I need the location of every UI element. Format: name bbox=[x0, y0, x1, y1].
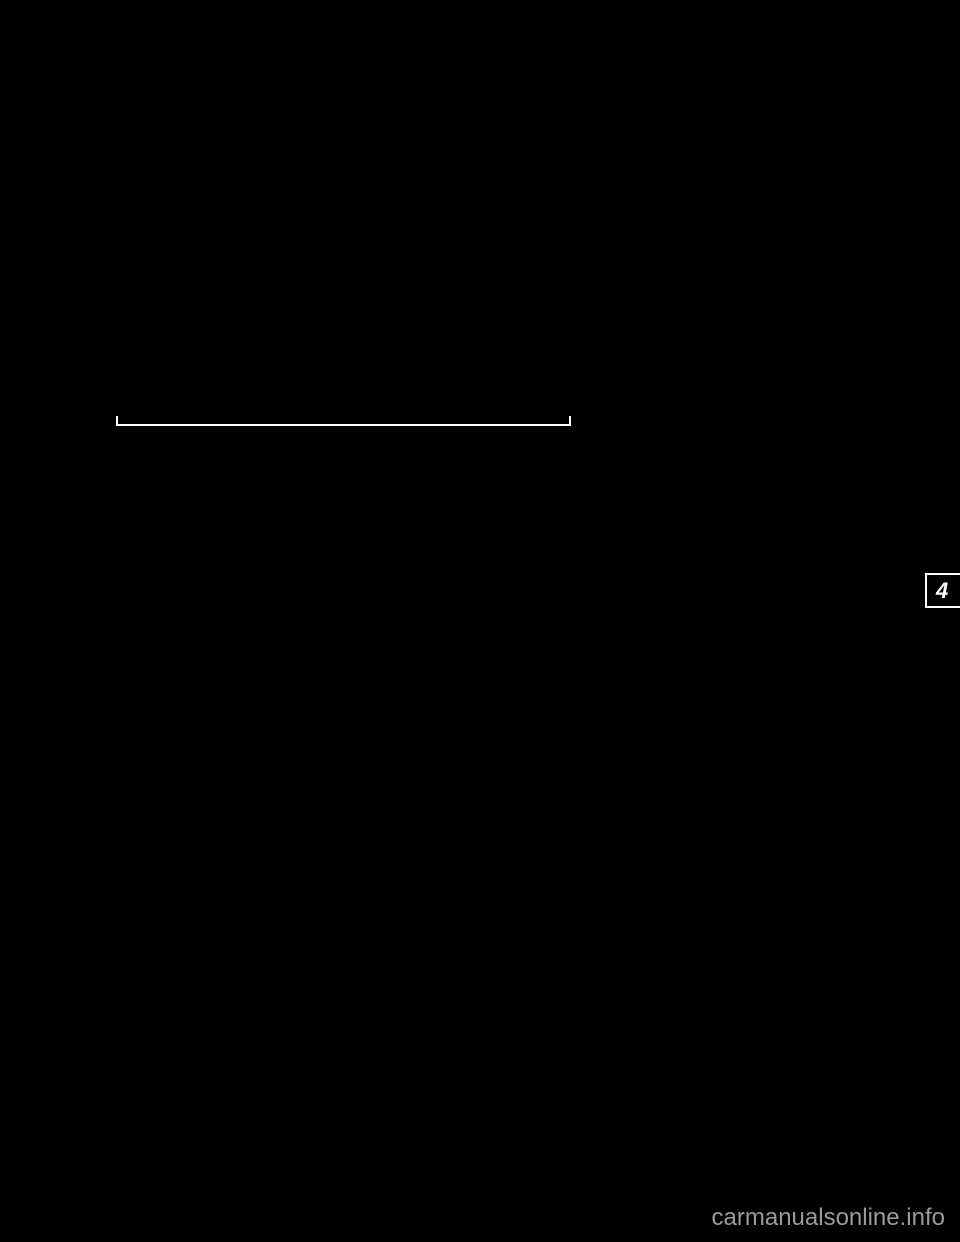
page-tab: 4 bbox=[925, 573, 960, 608]
watermark-text: carmanualsonline.info bbox=[712, 1204, 945, 1232]
tab-bottom-border bbox=[925, 606, 960, 608]
bracket-divider bbox=[116, 424, 571, 434]
bracket-horizontal-line bbox=[116, 424, 571, 426]
bracket-right-tick bbox=[569, 416, 571, 426]
tab-left-border bbox=[925, 573, 927, 608]
tab-number-label: 4 bbox=[936, 578, 948, 604]
tab-top-border bbox=[925, 573, 960, 575]
